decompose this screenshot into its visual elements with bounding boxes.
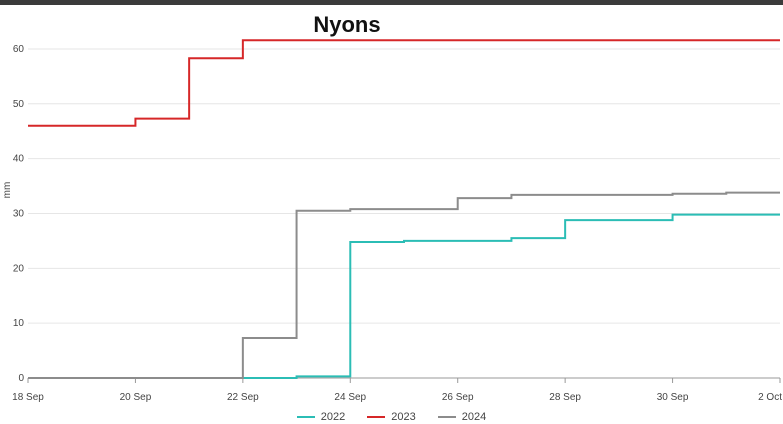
y-tick-label: 40: [13, 154, 25, 165]
x-tick-label: 26 Sep: [442, 392, 474, 403]
x-tick-label: 20 Sep: [120, 392, 152, 403]
chart-title: Nyons: [313, 12, 381, 37]
series-line-2023: [28, 39, 780, 127]
series-line-2022: [28, 213, 780, 379]
legend-item-2024[interactable]: 2024: [437, 410, 487, 424]
grid-lines: [27, 48, 781, 383]
x-tick-label: 2 Oct: [758, 392, 782, 403]
y-axis-label: mm: [2, 182, 13, 199]
legend-label: 2024: [461, 411, 487, 423]
legend-label: 2023: [391, 411, 416, 423]
series-lines: [28, 39, 780, 379]
legend-label: 2022: [320, 411, 346, 423]
x-tick-label: 22 Sep: [227, 392, 259, 403]
legend-item-2023[interactable]: 2023: [367, 410, 416, 424]
y-tick-label: 0: [18, 373, 24, 384]
x-tick-label: 28 Sep: [549, 392, 581, 403]
y-tick-label: 30: [13, 208, 25, 219]
legend-swatch: [437, 416, 456, 418]
legend-swatch: [367, 416, 386, 418]
legend: 2022 2023 2024: [0, 410, 783, 424]
y-tick-labels: 0 10 20 30 40 50 60: [13, 44, 25, 384]
series-line-2024: [28, 191, 780, 379]
legend-item-2022[interactable]: 2022: [296, 410, 346, 424]
top-bar: [0, 0, 783, 5]
y-tick-label: 50: [13, 99, 25, 110]
x-tick-label: 24 Sep: [334, 392, 366, 403]
y-tick-label: 20: [13, 263, 25, 274]
legend-swatch: [296, 416, 315, 418]
y-tick-label: 10: [13, 318, 25, 329]
x-tick-labels: 18 Sep 20 Sep 22 Sep 24 Sep 26 Sep 28 Sep 30 S…: [12, 392, 782, 403]
x-tick-label: 18 Sep: [12, 392, 44, 403]
y-tick-label: 60: [13, 44, 25, 55]
x-tick-label: 30 Sep: [657, 392, 689, 403]
